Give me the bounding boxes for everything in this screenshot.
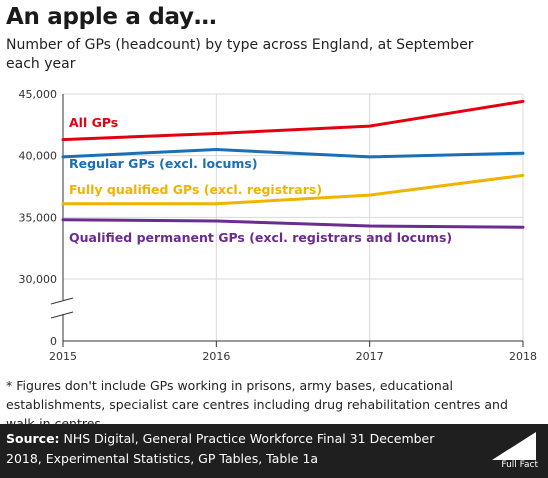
series-line-permanent <box>61 218 525 229</box>
y-tick-label: 40,000 <box>19 150 58 163</box>
full-fact-logo-icon <box>492 432 536 460</box>
source-label: Source: <box>6 431 60 446</box>
y-tick-label: 45,000 <box>19 88 58 101</box>
x-tick-label: 2017 <box>356 350 384 363</box>
series-line-all-gps <box>61 99 525 142</box>
line-chart: 0 30,000 35,000 40,000 45,000 2015 2016 2017 201… <box>19 88 538 363</box>
series-label-all-gps: All GPs <box>69 115 118 130</box>
source-text: Source: NHS Digital, General Practice Wo… <box>6 429 466 469</box>
x-tick-label: 2015 <box>49 350 77 363</box>
x-tick-label: 2016 <box>202 350 230 363</box>
series-label-fully-qualified: Fully qualified GPs (excl. registrars) <box>69 182 322 197</box>
axis-break-mark <box>50 311 74 319</box>
footnote: * Figures don't include GPs working in p… <box>6 378 508 431</box>
y-tick-label: 35,000 <box>19 211 58 224</box>
series-label-permanent: Qualified permanent GPs (excl. registrar… <box>69 230 452 245</box>
axis-break-mark <box>50 297 74 305</box>
chart-subtitle: Number of GPs (headcount) by type across… <box>6 37 474 72</box>
series-line-fully-qualified <box>61 173 525 206</box>
chart-title: An apple a day… <box>6 4 217 30</box>
logo-text: Full Fact <box>501 460 538 470</box>
series-line-regular-gps <box>61 148 525 159</box>
source-citation: NHS Digital, General Practice Workforce … <box>6 431 435 466</box>
source-footer: Source: NHS Digital, General Practice Wo… <box>0 424 548 478</box>
series-label-regular-gps: Regular GPs (excl. locums) <box>69 156 258 171</box>
x-tick-label: 2018 <box>509 350 537 363</box>
y-tick-label: 0 <box>50 335 57 348</box>
y-tick-label: 30,000 <box>19 273 58 286</box>
